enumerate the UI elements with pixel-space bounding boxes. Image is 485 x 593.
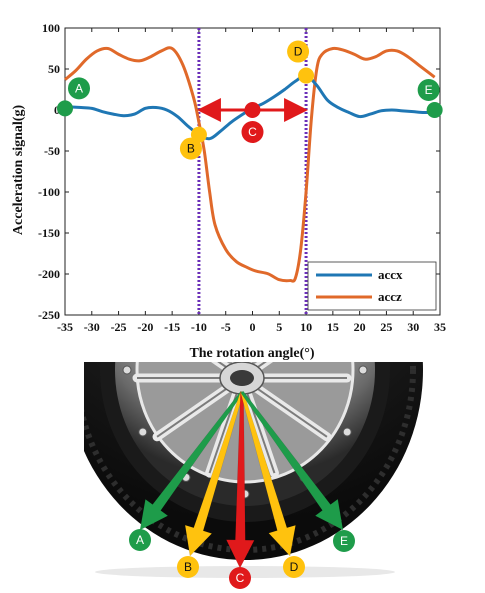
marker-badge-D <box>287 40 310 63</box>
x-axis: -35 -30 -25 -20 -15 -10 -5 0 5 10 15 20 25 30 35 <box>57 28 446 334</box>
wheel-label-D: D <box>290 560 299 574</box>
y-tick-label: 100 <box>42 21 60 35</box>
x-tick-label: -35 <box>57 320 73 334</box>
x-tick-label: 20 <box>354 320 366 334</box>
x-tick-label: -25 <box>111 320 127 334</box>
wheel-arrow-A <box>139 390 244 531</box>
marker-point-D <box>298 67 315 84</box>
y-tick-label: -100 <box>38 185 60 199</box>
wheel-badge-A <box>129 529 151 551</box>
wheel-arrow-E <box>240 390 344 531</box>
y-tick-label: -250 <box>38 308 60 322</box>
x-tick-label: -10 <box>191 320 207 334</box>
legend-label-accz: accz <box>378 289 402 304</box>
x-tick-label: -20 <box>137 320 153 334</box>
wheel-label-B: B <box>184 560 192 574</box>
x-tick-label: 30 <box>407 320 419 334</box>
marker-point-E <box>426 102 443 118</box>
y-tick-label: 50 <box>48 62 60 76</box>
y-tick-label: 0 <box>54 103 60 117</box>
marker-badge-A <box>68 77 90 100</box>
marker-badge-C <box>241 121 264 143</box>
y-axis-title: Acceleration signal(g) <box>11 105 26 236</box>
wheel-arrow-B <box>184 391 244 557</box>
wheel-arrow-D <box>240 391 296 557</box>
legend: accx accz <box>307 261 437 311</box>
x-tick-label: -15 <box>164 320 180 334</box>
wheel-badge-E <box>333 530 355 552</box>
rim-bolt <box>342 427 352 437</box>
wheel-label-E: E <box>340 534 348 548</box>
series-line-accz <box>64 46 436 283</box>
x-tick-label: -5 <box>221 320 231 334</box>
marker-label-A: A <box>75 81 83 95</box>
marker-label-E: E <box>425 83 433 97</box>
wheel-arrow-C <box>225 391 255 569</box>
wheel-arrows <box>139 390 344 569</box>
wheel-badge-B <box>177 556 199 578</box>
wheel-badge-D <box>283 556 305 578</box>
rim-bolt <box>122 365 132 375</box>
wheel-illustration: A B C D E <box>84 362 423 589</box>
marker-badge-B <box>179 137 202 160</box>
x-tick-label: 10 <box>300 320 312 334</box>
marker-label-C: C <box>248 125 257 139</box>
marker-label-B: B <box>187 142 195 156</box>
x-axis-title: The rotation angle(°) <box>189 346 314 361</box>
x-tick-label: 15 <box>327 320 339 334</box>
x-tick-label: 0 <box>250 320 256 334</box>
marker-badge-E <box>417 79 440 101</box>
wheel-label-C: C <box>236 571 245 585</box>
hub-center <box>230 370 254 386</box>
wheel-label-A: A <box>136 533 144 547</box>
position-markers: A B C D E <box>57 40 443 160</box>
wheel-labels: A B C D E <box>129 529 355 589</box>
rim-inner <box>135 362 355 484</box>
legend-label-accx: accx <box>378 267 403 282</box>
marker-label-D: D <box>294 45 303 59</box>
x-tick-label: 5 <box>276 320 282 334</box>
x-tick-label: 35 <box>434 320 446 334</box>
y-tick-label: -50 <box>44 144 60 158</box>
rim-bolt <box>358 365 368 375</box>
legend-box <box>307 261 437 311</box>
y-tick-label: -150 <box>38 226 60 240</box>
y-tick-label: -200 <box>38 267 60 281</box>
rim-bolt <box>138 427 148 437</box>
x-tick-label: 25 <box>380 320 392 334</box>
marker-point-A <box>57 100 73 117</box>
x-tick-label: -30 <box>84 320 100 334</box>
marker-point-C <box>244 102 261 118</box>
wheel-badge-C <box>229 567 251 589</box>
